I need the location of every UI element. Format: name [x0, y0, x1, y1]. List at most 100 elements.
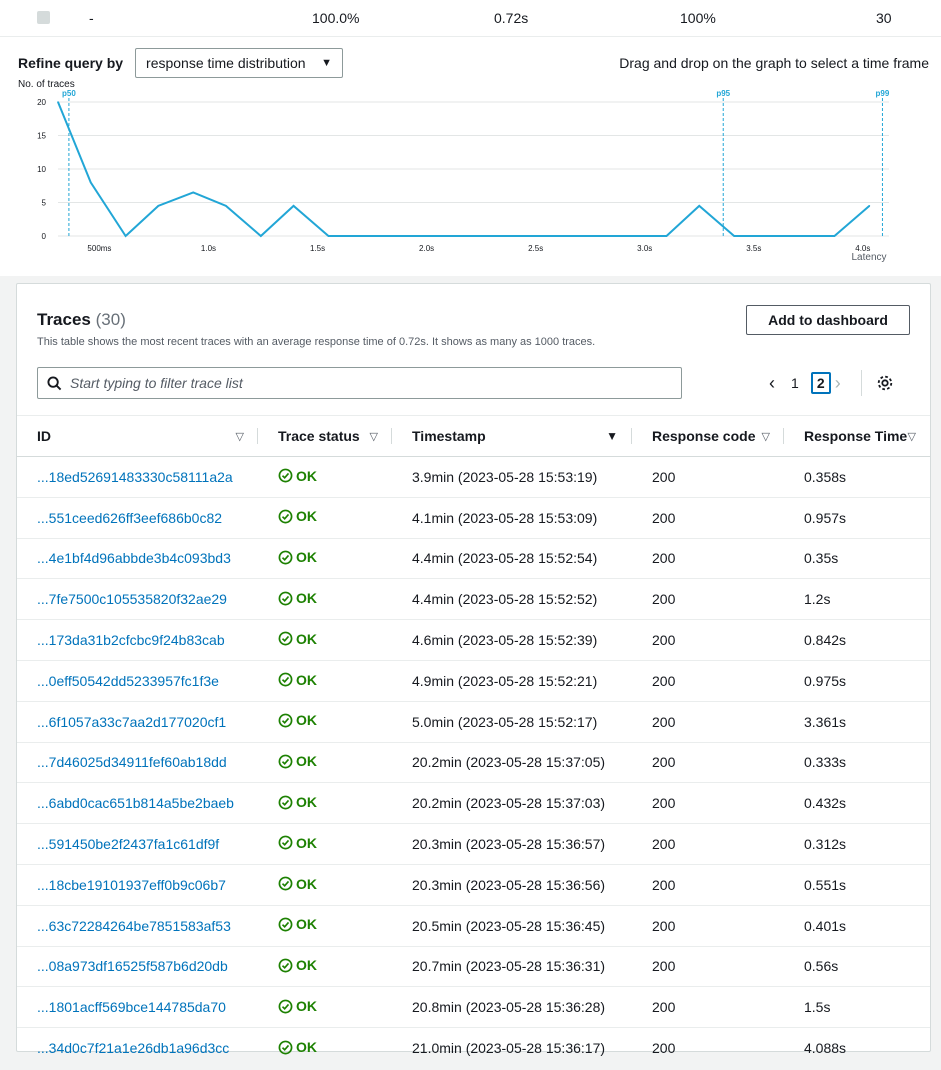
- trace-id-cell: ...7fe7500c105535820f32ae29: [17, 578, 258, 621]
- table-row[interactable]: ...6f1057a33c7aa2d177020cf1 OK 5.0min (202…: [17, 701, 930, 743]
- check-circle-icon: [278, 631, 293, 646]
- trace-response-code: 200: [632, 578, 784, 621]
- table-row[interactable]: ...591450be2f2437fa1c61df9f OK 20.3min (20…: [17, 823, 930, 865]
- y-axis-label: No. of traces: [18, 79, 75, 90]
- trace-id-link[interactable]: ...63c72284264be7851583af53: [37, 917, 231, 934]
- latency-chart-svg[interactable]: No. of traces 0 5 10 15 20 500ms 1.0s 1.5s 2.0s 2.…: [0, 76, 941, 272]
- refine-select[interactable]: response time distribution ▼: [135, 48, 344, 78]
- refine-query: Refine query by response time distributi…: [18, 48, 344, 78]
- sort-caret-icon: ▽: [369, 430, 378, 443]
- trace-status-cell: OK: [258, 742, 392, 784]
- trace-filter-input[interactable]: [70, 375, 670, 391]
- trace-id-link[interactable]: ...1801acff569bce144785da70: [37, 999, 226, 1016]
- traces-count: (30): [95, 310, 126, 329]
- check-circle-icon: [278, 468, 293, 483]
- trace-id-link[interactable]: ...4e1bf4d96abbde3b4c093bd3: [37, 550, 231, 567]
- trace-response-time: 0.56s: [784, 946, 930, 988]
- data-point: [665, 235, 668, 237]
- trace-id-link[interactable]: ...6f1057a33c7aa2d177020cf1: [37, 713, 227, 730]
- trace-timestamp: 3.9min (2023-05-28 15:53:19): [392, 456, 632, 498]
- trace-id-link[interactable]: ...6abd0cac651b814a5be2baeb: [37, 795, 234, 812]
- trace-status: OK: [278, 631, 317, 647]
- trace-timestamp: 20.2min (2023-05-28 15:37:03): [392, 782, 632, 825]
- trace-status-label: OK: [296, 1039, 317, 1056]
- data-point: [192, 191, 195, 194]
- trace-response-code: 200: [632, 946, 784, 988]
- trace-id-link[interactable]: ...7d46025d34911fef60ab18dd: [37, 754, 227, 771]
- trace-status-label: OK: [296, 916, 317, 933]
- col-header-status[interactable]: Trace status ▽: [258, 415, 392, 457]
- trace-id-link[interactable]: ...08a973df16525f587b6d20db: [37, 958, 228, 975]
- trace-status-label: OK: [296, 671, 317, 688]
- y-tick-label: 0: [42, 232, 47, 241]
- table-row[interactable]: ...18ed52691483330c58111a2a OK 3.9min (202…: [17, 456, 930, 498]
- y-tick-label: 20: [37, 98, 46, 107]
- table-row[interactable]: ...7d46025d34911fef60ab18dd OK 20.2min (20…: [17, 742, 930, 784]
- trace-timestamp: 20.5min (2023-05-28 15:36:45): [392, 905, 632, 947]
- trace-id-link[interactable]: ...7fe7500c105535820f32ae29: [37, 591, 227, 608]
- trace-id-link[interactable]: ...0eff50542dd5233957fc1f3e: [37, 672, 219, 689]
- table-row[interactable]: ...18cbe19101937eff0b9c06b7 OK 20.3min (20…: [17, 864, 930, 906]
- trace-id-cell: ...551ceed626ff3eef686b0c82: [17, 497, 258, 539]
- trace-status: OK: [278, 957, 317, 973]
- table-row[interactable]: ...4e1bf4d96abbde3b4c093bd3 OK 4.4min (202…: [17, 538, 930, 580]
- table-row[interactable]: ...0eff50542dd5233957fc1f3e OK 4.9min (202…: [17, 660, 930, 702]
- trace-status-cell: OK: [258, 864, 392, 906]
- trace-id-link[interactable]: ...34d0c7f21a1e26db1a96d3cc: [37, 1040, 230, 1057]
- trace-status-label: OK: [296, 630, 317, 647]
- prev-page-icon[interactable]: ‹: [769, 372, 775, 393]
- trace-response-code: 200: [632, 782, 784, 825]
- latency-chart[interactable]: No. of traces 0 5 10 15 20 500ms 1.0s 1.5s 2.0s 2.…: [0, 76, 941, 272]
- col-header-response-code[interactable]: Response code ▽: [632, 415, 784, 457]
- trace-status-cell: OK: [258, 456, 392, 498]
- trace-status: OK: [278, 672, 317, 688]
- page-1-button[interactable]: 1: [791, 375, 799, 391]
- table-row[interactable]: ...34d0c7f21a1e26db1a96d3cc OK 21.0min (20…: [17, 1028, 930, 1069]
- trace-timestamp: 4.4min (2023-05-28 15:52:52): [392, 578, 632, 621]
- data-point: [800, 235, 803, 237]
- traces-table: ID ▽ Trace status ▽ Timestamp ▼ Response co…: [17, 415, 930, 1068]
- trace-id-link[interactable]: ...551ceed626ff3eef686b0c82: [37, 509, 223, 526]
- trace-id-cell: ...6abd0cac651b814a5be2baeb: [17, 782, 258, 825]
- table-row[interactable]: ...6abd0cac651b814a5be2baeb OK 20.2min (20…: [17, 782, 930, 825]
- trace-id-link[interactable]: ...173da31b2cfcbc9f24b83cab: [37, 632, 225, 649]
- trace-status: OK: [278, 468, 317, 484]
- table-row[interactable]: ...173da31b2cfcbc9f24b83cab OK 4.6min (202…: [17, 619, 930, 661]
- trace-timestamp: 20.8min (2023-05-28 15:36:28): [392, 986, 632, 1029]
- trace-status-label: OK: [296, 794, 317, 811]
- trace-status-cell: OK: [258, 905, 392, 947]
- trace-id-cell: ...4e1bf4d96abbde3b4c093bd3: [17, 538, 258, 580]
- col-header-id[interactable]: ID ▽: [17, 415, 258, 457]
- trace-status-label: OK: [296, 549, 317, 566]
- trace-response-code: 200: [632, 864, 784, 906]
- trace-status-cell: OK: [258, 1028, 392, 1069]
- traces-table-body: ...18ed52691483330c58111a2a OK 3.9min (202…: [17, 456, 930, 1069]
- trace-response-time: 0.975s: [784, 660, 930, 702]
- data-point: [462, 235, 465, 237]
- table-row[interactable]: ...7fe7500c105535820f32ae29 OK 4.4min (202…: [17, 578, 930, 621]
- data-point: [395, 235, 397, 237]
- data-point: [57, 101, 59, 103]
- gear-icon[interactable]: [876, 374, 894, 392]
- trace-id-link[interactable]: ...18ed52691483330c58111a2a: [37, 468, 233, 485]
- page-2-button[interactable]: 2: [810, 372, 831, 394]
- col-header-timestamp[interactable]: Timestamp ▼: [392, 415, 632, 457]
- trace-id-cell: ...18ed52691483330c58111a2a: [17, 456, 258, 498]
- table-row[interactable]: ...63c72284264be7851583af53 OK 20.5min (20…: [17, 905, 930, 947]
- trace-id-link[interactable]: ...591450be2f2437fa1c61df9f: [37, 836, 220, 853]
- x-tick-label: 2.5s: [528, 244, 543, 253]
- trace-id-link[interactable]: ...18cbe19101937eff0b9c06b7: [37, 876, 226, 893]
- table-row[interactable]: ...08a973df16525f587b6d20db OK 20.7min (20…: [17, 946, 930, 988]
- table-row[interactable]: ...551ceed626ff3eef686b0c82 OK 4.1min (202…: [17, 497, 930, 539]
- table-row[interactable]: ...1801acff569bce144785da70 OK 20.8min (20…: [17, 986, 930, 1029]
- add-to-dashboard-button[interactable]: Add to dashboard: [746, 305, 910, 335]
- trace-id-cell: ...18cbe19101937eff0b9c06b7: [17, 864, 258, 906]
- data-point: [530, 235, 533, 237]
- summary-pct-a: 100.0%: [312, 10, 360, 26]
- trace-filter[interactable]: [37, 367, 682, 399]
- summary-row-checkbox[interactable]: [37, 11, 50, 24]
- x-tick-label: 3.5s: [746, 244, 761, 253]
- next-page-icon[interactable]: ›: [834, 372, 841, 393]
- check-circle-icon: [278, 999, 293, 1013]
- col-header-response-time[interactable]: Response Time ▽: [784, 415, 930, 457]
